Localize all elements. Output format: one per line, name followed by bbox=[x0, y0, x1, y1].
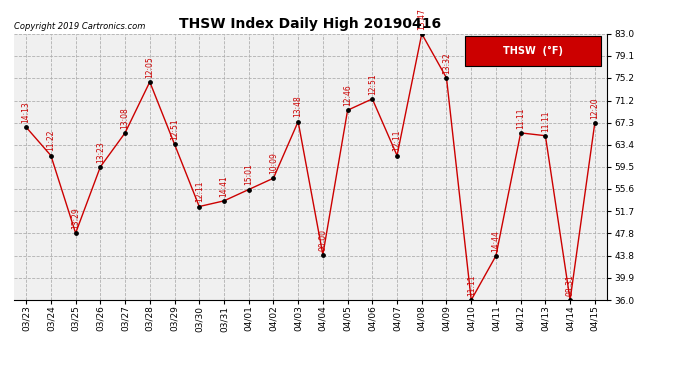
Point bbox=[268, 175, 279, 181]
Point bbox=[317, 252, 328, 258]
Point bbox=[70, 230, 81, 236]
Point bbox=[391, 153, 402, 159]
Text: 11:11: 11:11 bbox=[541, 110, 550, 132]
Text: 11:22: 11:22 bbox=[46, 130, 55, 152]
Text: 13:48: 13:48 bbox=[294, 96, 303, 117]
Text: 08:31: 08:31 bbox=[566, 274, 575, 296]
Point bbox=[169, 141, 180, 147]
Text: THSW  (°F): THSW (°F) bbox=[503, 46, 563, 56]
Text: 12:05: 12:05 bbox=[146, 56, 155, 78]
Point bbox=[194, 204, 205, 210]
Point bbox=[441, 75, 452, 81]
Point bbox=[367, 96, 378, 102]
Title: THSW Index Daily High 20190416: THSW Index Daily High 20190416 bbox=[179, 17, 442, 31]
Text: 12:51: 12:51 bbox=[368, 73, 377, 95]
Text: 13:08: 13:08 bbox=[121, 107, 130, 129]
Point bbox=[293, 118, 304, 124]
Text: 13:47: 13:47 bbox=[417, 8, 426, 30]
Text: 11:11: 11:11 bbox=[466, 274, 475, 296]
Text: 00:00: 00:00 bbox=[318, 228, 327, 251]
Text: 12:20: 12:20 bbox=[591, 97, 600, 118]
Text: 13:29: 13:29 bbox=[71, 207, 80, 229]
Text: 15:01: 15:01 bbox=[244, 164, 253, 185]
Point bbox=[95, 164, 106, 170]
Point bbox=[21, 124, 32, 130]
Text: 14:13: 14:13 bbox=[21, 101, 30, 123]
Point bbox=[515, 130, 526, 136]
Point bbox=[564, 297, 575, 303]
Point bbox=[491, 253, 502, 259]
Text: 12:46: 12:46 bbox=[343, 84, 352, 106]
Point bbox=[466, 297, 477, 303]
Text: 14:44: 14:44 bbox=[491, 230, 500, 252]
Text: 13:23: 13:23 bbox=[96, 141, 105, 163]
Text: 12:11: 12:11 bbox=[195, 181, 204, 203]
Text: 12:11: 12:11 bbox=[393, 130, 402, 152]
Point bbox=[119, 130, 130, 136]
Point bbox=[342, 107, 353, 113]
Point bbox=[46, 153, 57, 159]
Text: 10:09: 10:09 bbox=[269, 152, 278, 174]
Text: 12:51: 12:51 bbox=[170, 118, 179, 140]
Point bbox=[589, 120, 600, 126]
FancyBboxPatch shape bbox=[465, 36, 601, 66]
Text: Copyright 2019 Cartronics.com: Copyright 2019 Cartronics.com bbox=[14, 22, 145, 31]
Text: 14:41: 14:41 bbox=[219, 175, 228, 197]
Point bbox=[540, 133, 551, 139]
Point bbox=[243, 186, 254, 192]
Text: 13:32: 13:32 bbox=[442, 52, 451, 74]
Point bbox=[144, 79, 155, 85]
Point bbox=[219, 198, 230, 204]
Text: 11:11: 11:11 bbox=[516, 107, 525, 129]
Point bbox=[416, 31, 427, 37]
